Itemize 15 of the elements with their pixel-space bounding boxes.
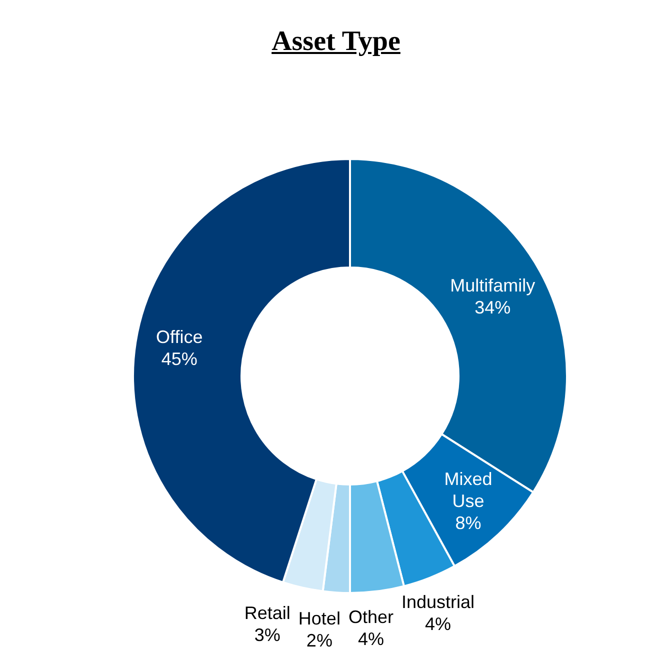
slice-label: Mixed Use <box>444 468 492 511</box>
data-label: 8% <box>455 512 482 533</box>
slice-label: Office <box>156 326 203 347</box>
data-label: 34% <box>474 298 511 318</box>
slice-label: Hotel <box>298 608 340 628</box>
data-label: 2% <box>306 630 332 650</box>
data-label: 45% <box>161 348 198 369</box>
chart-title: Asset Type <box>270 26 402 58</box>
data-label: 4% <box>358 629 384 650</box>
data-label: 3% <box>254 625 280 646</box>
slice-label: Retail <box>244 603 290 624</box>
slice-label: Other <box>348 607 394 628</box>
slice-label: Industrial <box>401 592 475 612</box>
slice-label: Multifamily <box>450 276 536 296</box>
data-label: 4% <box>424 614 451 634</box>
